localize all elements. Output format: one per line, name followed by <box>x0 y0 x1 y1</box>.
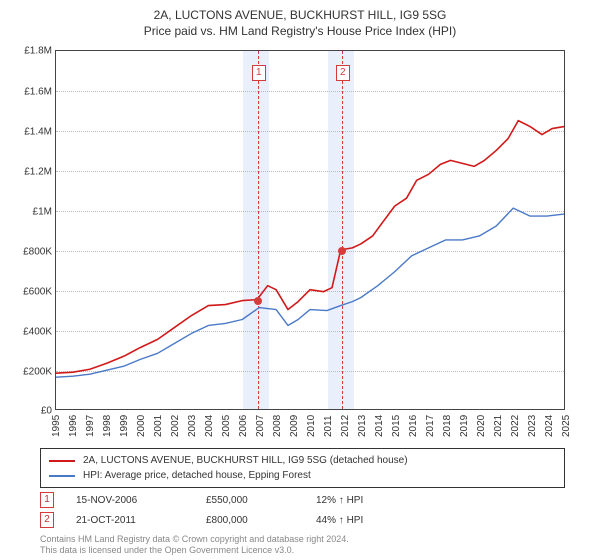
y-axis-label: £400K <box>23 327 56 338</box>
sale-delta-1: 12% ↑ HPI <box>316 495 363 506</box>
x-axis-label: 1999 <box>119 415 130 437</box>
sale-price-1: £550,000 <box>206 495 316 506</box>
series-line-property <box>56 121 564 374</box>
x-axis-label: 2001 <box>153 415 164 437</box>
y-axis-label: £600K <box>23 287 56 298</box>
y-axis-label: £800K <box>23 247 56 258</box>
x-axis-label: 2004 <box>204 415 215 437</box>
chart-container: 2A, LUCTONS AVENUE, BUCKHURST HILL, IG9 … <box>0 0 600 560</box>
y-axis-label: £1.2M <box>24 167 56 178</box>
x-axis-label: 2017 <box>425 415 436 437</box>
x-axis-label: 1996 <box>68 415 79 437</box>
sale-row-1: 1 15-NOV-2006 £550,000 12% ↑ HPI <box>40 490 363 510</box>
y-axis-label: £1.4M <box>24 127 56 138</box>
x-axis-label: 2003 <box>187 415 198 437</box>
x-axis-label: 2008 <box>272 415 283 437</box>
legend-label-hpi: HPI: Average price, detached house, Eppi… <box>83 470 311 481</box>
x-axis-label: 2000 <box>136 415 147 437</box>
x-axis-label: 2005 <box>221 415 232 437</box>
sale-delta-2: 44% ↑ HPI <box>316 515 363 526</box>
y-axis-label: £1.8M <box>24 46 56 57</box>
y-axis-label: £1M <box>33 207 56 218</box>
x-axis-label: 2007 <box>255 415 266 437</box>
x-axis-label: 2021 <box>493 415 504 437</box>
sale-dot <box>338 247 346 255</box>
footnote-line1: Contains HM Land Registry data © Crown c… <box>40 534 349 545</box>
x-axis-label: 2024 <box>544 415 555 437</box>
x-axis-label: 1998 <box>102 415 113 437</box>
legend-row-property: 2A, LUCTONS AVENUE, BUCKHURST HILL, IG9 … <box>49 453 556 468</box>
legend-label-property: 2A, LUCTONS AVENUE, BUCKHURST HILL, IG9 … <box>83 455 408 466</box>
x-axis-label: 2019 <box>459 415 470 437</box>
sale-date-2: 21-OCT-2011 <box>76 515 206 526</box>
legend-swatch-property <box>49 460 75 462</box>
x-axis-label: 1997 <box>85 415 96 437</box>
x-axis-label: 2011 <box>323 415 334 437</box>
title-block: 2A, LUCTONS AVENUE, BUCKHURST HILL, IG9 … <box>0 0 600 38</box>
legend-swatch-hpi <box>49 475 75 477</box>
title-address: 2A, LUCTONS AVENUE, BUCKHURST HILL, IG9 … <box>0 8 600 22</box>
y-axis-label: £200K <box>23 367 56 378</box>
x-axis-label: 2016 <box>408 415 419 437</box>
x-axis-label: 2022 <box>510 415 521 437</box>
sale-marker-1: 1 <box>40 492 54 508</box>
x-axis-label: 2006 <box>238 415 249 437</box>
sale-row-2: 2 21-OCT-2011 £800,000 44% ↑ HPI <box>40 510 363 530</box>
sale-dot <box>254 297 262 305</box>
sale-date-1: 15-NOV-2006 <box>76 495 206 506</box>
x-axis-label: 1995 <box>51 415 62 437</box>
x-axis-label: 2023 <box>527 415 538 437</box>
x-axis-label: 2009 <box>289 415 300 437</box>
x-axis-label: 2015 <box>391 415 402 437</box>
sale-marker-2: 2 <box>40 512 54 528</box>
legend-row-hpi: HPI: Average price, detached house, Eppi… <box>49 468 556 483</box>
x-axis-label: 2010 <box>306 415 317 437</box>
x-axis-label: 2020 <box>476 415 487 437</box>
x-axis-label: 2018 <box>442 415 453 437</box>
chart-lines-svg <box>56 51 564 409</box>
y-axis-label: £1.6M <box>24 87 56 98</box>
x-axis-label: 2025 <box>561 415 572 437</box>
x-axis-label: 2012 <box>340 415 351 437</box>
chart-plot-area: £0£200K£400K£600K£800K£1M£1.2M£1.4M£1.6M… <box>55 50 565 410</box>
legend: 2A, LUCTONS AVENUE, BUCKHURST HILL, IG9 … <box>40 448 565 488</box>
title-subtitle: Price paid vs. HM Land Registry's House … <box>0 22 600 38</box>
x-axis-label: 2014 <box>374 415 385 437</box>
sales-table: 1 15-NOV-2006 £550,000 12% ↑ HPI 2 21-OC… <box>40 490 363 530</box>
sale-price-2: £800,000 <box>206 515 316 526</box>
x-axis-label: 2002 <box>170 415 181 437</box>
footnote: Contains HM Land Registry data © Crown c… <box>40 534 349 557</box>
x-axis-label: 2013 <box>357 415 368 437</box>
footnote-line2: This data is licensed under the Open Gov… <box>40 545 349 556</box>
